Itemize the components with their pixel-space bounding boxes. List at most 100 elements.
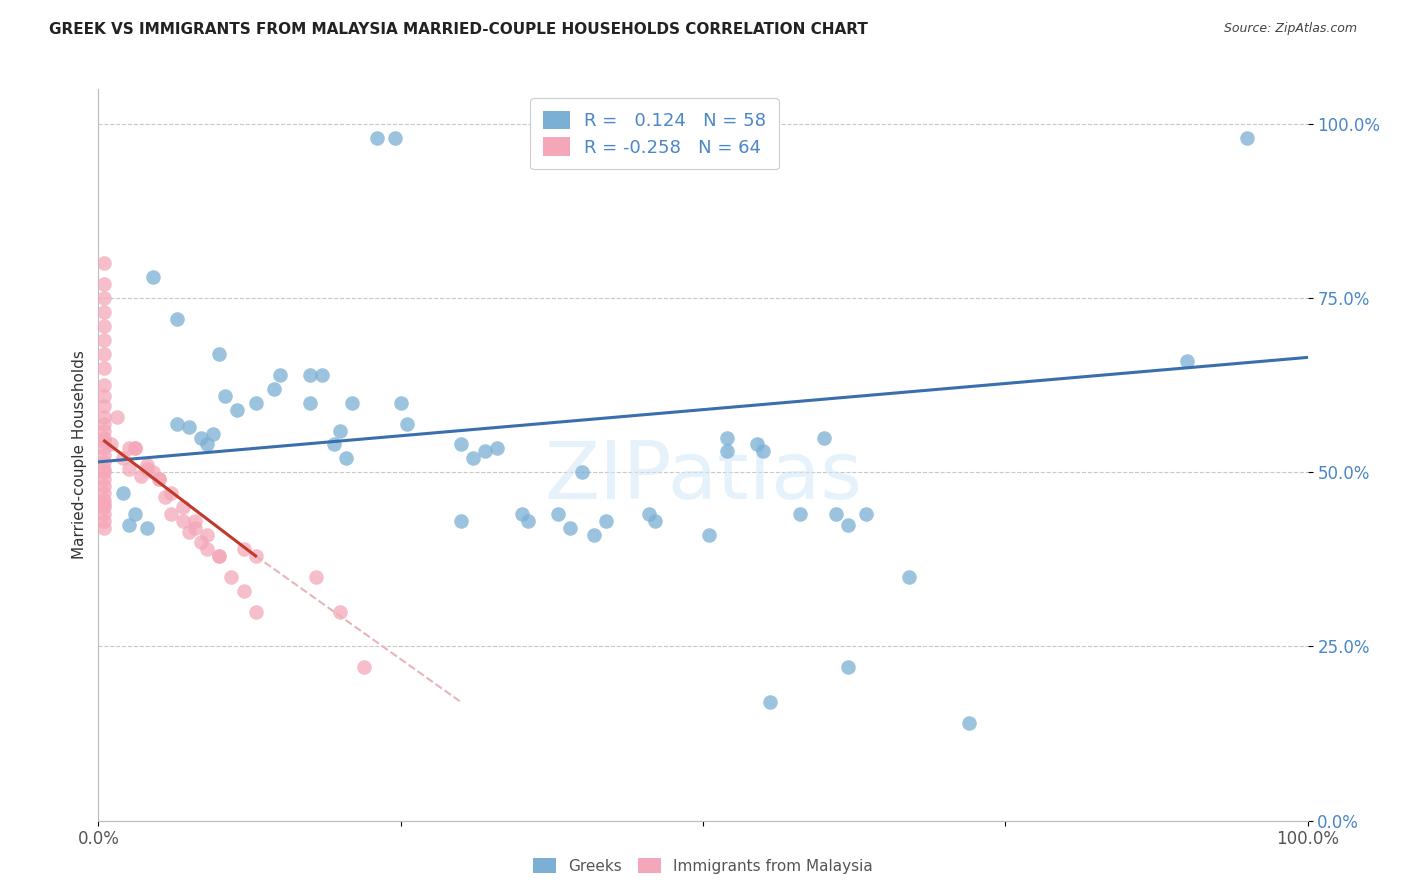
Point bbox=[697, 528, 720, 542]
Point bbox=[335, 451, 357, 466]
Point bbox=[148, 472, 170, 486]
Point bbox=[93, 472, 115, 486]
Point bbox=[93, 347, 115, 361]
Legend: R =   0.124   N = 58, R = -0.258   N = 64: R = 0.124 N = 58, R = -0.258 N = 64 bbox=[530, 98, 779, 169]
Point bbox=[93, 448, 115, 462]
Point bbox=[160, 486, 183, 500]
Point bbox=[93, 291, 115, 305]
Point bbox=[93, 434, 115, 448]
Point bbox=[172, 500, 194, 515]
Point bbox=[583, 528, 606, 542]
Y-axis label: Married-couple Households: Married-couple Households bbox=[72, 351, 87, 559]
Point bbox=[124, 507, 146, 521]
Point bbox=[142, 270, 165, 285]
Point bbox=[93, 409, 115, 424]
Point bbox=[100, 437, 122, 451]
Point bbox=[957, 716, 980, 731]
Point bbox=[637, 507, 659, 521]
Point bbox=[747, 437, 769, 451]
Point bbox=[93, 479, 115, 493]
Point bbox=[93, 462, 115, 476]
Point bbox=[299, 395, 322, 409]
Point bbox=[93, 514, 115, 528]
Point bbox=[93, 378, 115, 392]
Point bbox=[1236, 131, 1258, 145]
Point bbox=[825, 507, 848, 521]
Point bbox=[195, 541, 218, 556]
Point bbox=[389, 395, 412, 409]
Point bbox=[105, 409, 128, 424]
Point bbox=[269, 368, 291, 382]
Point bbox=[226, 402, 249, 417]
Point bbox=[384, 131, 406, 145]
Point bbox=[118, 517, 141, 532]
Point bbox=[124, 441, 146, 455]
Point bbox=[93, 399, 115, 413]
Point bbox=[329, 605, 352, 619]
Point bbox=[179, 524, 201, 539]
Point bbox=[395, 417, 418, 431]
Point bbox=[93, 424, 115, 438]
Point bbox=[837, 517, 859, 532]
Point bbox=[190, 535, 212, 549]
Point bbox=[897, 570, 920, 584]
Point bbox=[93, 455, 115, 469]
Text: GREEK VS IMMIGRANTS FROM MALAYSIA MARRIED-COUPLE HOUSEHOLDS CORRELATION CHART: GREEK VS IMMIGRANTS FROM MALAYSIA MARRIE… bbox=[49, 22, 868, 37]
Point bbox=[263, 382, 285, 396]
Point bbox=[474, 444, 496, 458]
Point bbox=[758, 695, 780, 709]
Point bbox=[166, 417, 188, 431]
Point bbox=[595, 514, 617, 528]
Point bbox=[208, 347, 231, 361]
Point bbox=[245, 605, 267, 619]
Point bbox=[93, 333, 115, 347]
Point bbox=[135, 462, 157, 476]
Point bbox=[208, 549, 231, 563]
Point bbox=[93, 256, 115, 270]
Point bbox=[93, 319, 115, 334]
Point bbox=[93, 521, 115, 535]
Point bbox=[329, 424, 352, 438]
Point bbox=[93, 389, 115, 403]
Point bbox=[166, 312, 188, 326]
Point bbox=[644, 514, 666, 528]
Point bbox=[184, 521, 207, 535]
Point bbox=[93, 360, 115, 375]
Point bbox=[93, 486, 115, 500]
Point bbox=[160, 507, 183, 521]
Point bbox=[571, 466, 593, 480]
Point bbox=[366, 131, 388, 145]
Point bbox=[111, 451, 134, 466]
Point bbox=[93, 441, 115, 455]
Point bbox=[118, 462, 141, 476]
Point bbox=[93, 417, 115, 431]
Point bbox=[516, 514, 538, 528]
Text: Source: ZipAtlas.com: Source: ZipAtlas.com bbox=[1223, 22, 1357, 36]
Point bbox=[450, 437, 472, 451]
Point bbox=[93, 500, 115, 515]
Point bbox=[299, 368, 322, 382]
Point bbox=[323, 437, 346, 451]
Point bbox=[463, 451, 485, 466]
Legend: Greeks, Immigrants from Malaysia: Greeks, Immigrants from Malaysia bbox=[527, 852, 879, 880]
Point bbox=[245, 395, 267, 409]
Point bbox=[1175, 354, 1198, 368]
Point bbox=[208, 549, 231, 563]
Point bbox=[547, 507, 569, 521]
Point bbox=[179, 420, 201, 434]
Point bbox=[837, 660, 859, 674]
Text: ZIPatlas: ZIPatlas bbox=[544, 438, 862, 516]
Point bbox=[93, 493, 115, 508]
Point bbox=[752, 444, 775, 458]
Point bbox=[184, 514, 207, 528]
Point bbox=[855, 507, 877, 521]
Point bbox=[813, 430, 835, 444]
Point bbox=[135, 458, 157, 473]
Point bbox=[142, 466, 165, 480]
Point bbox=[93, 466, 115, 480]
Point bbox=[510, 507, 533, 521]
Point bbox=[202, 427, 225, 442]
Point bbox=[245, 549, 267, 563]
Point bbox=[190, 430, 212, 444]
Point bbox=[232, 541, 254, 556]
